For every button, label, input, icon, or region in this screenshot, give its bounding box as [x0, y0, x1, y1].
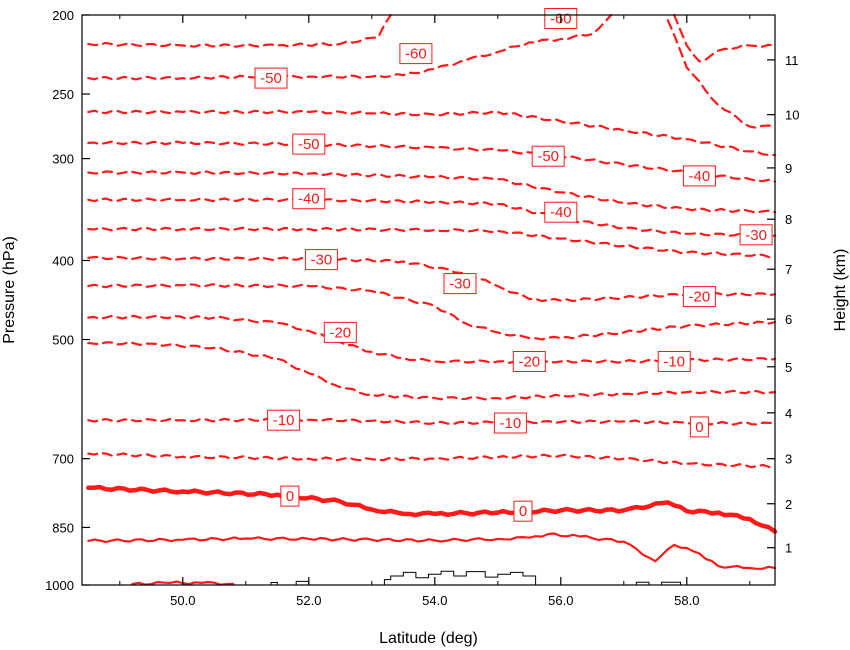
contour-label: -40	[689, 168, 711, 185]
terrain-step-1	[270, 570, 537, 586]
contour-line-minus5	[87, 451, 777, 469]
contour-label-box	[399, 43, 433, 65]
plot-border	[81, 14, 776, 586]
contour-line-minus10	[87, 417, 777, 426]
x-tick-label: 50.0	[170, 593, 195, 608]
x-tick-label: 52.0	[296, 593, 321, 608]
y-axis-label-right: Height (km)	[832, 249, 849, 332]
y-right-tick-label: 2	[785, 497, 792, 512]
plot-background	[82, 15, 775, 585]
y-tick-label: 500	[52, 333, 74, 348]
contour-label: -10	[663, 354, 685, 371]
contour-label-box	[443, 273, 477, 295]
contour-label-box	[280, 485, 300, 507]
contour-label: 0	[519, 503, 527, 520]
contour-label: -60	[405, 46, 427, 63]
contour-label: -10	[273, 412, 295, 429]
contour-line-minus60	[666, 19, 777, 129]
y-tick-label: 1000	[45, 578, 74, 593]
contour-label-box	[512, 351, 546, 372]
axis-ticks: 50.0 52.0 54.0 56.0 58.020025030040050070085…	[45, 8, 799, 608]
contour-label: -20	[689, 289, 711, 306]
plot-frame	[81, 14, 776, 586]
contour-label: -30	[745, 227, 767, 244]
contour-label-box	[323, 321, 357, 343]
contour-label: -50	[537, 148, 559, 165]
x-tick-label: 54.0	[422, 593, 447, 608]
contour-label-box	[544, 201, 578, 223]
y-right-tick-label: 1	[785, 541, 792, 556]
y-right-tick-label: 5	[785, 360, 792, 375]
contour-label: -30	[449, 276, 471, 293]
contour-line-minus45	[87, 170, 777, 214]
contour-label: -40	[550, 204, 572, 221]
contour-labels: -60-60-50-50-50-40-40-40-30-30-30-20-20-…	[254, 8, 773, 522]
y-tick-label: 850	[52, 520, 74, 535]
contour-label-box	[657, 351, 691, 372]
contour-line-5	[87, 532, 777, 570]
contour-label-box	[292, 133, 326, 155]
x-tick-label: 56.0	[548, 593, 573, 608]
y-right-tick-label: 10	[785, 108, 799, 123]
contour-label: -40	[298, 191, 320, 208]
contour-label: -50	[298, 136, 320, 153]
contour-label: 0	[695, 419, 703, 436]
contour-line-0	[86, 484, 778, 534]
contour-line-minus25	[87, 283, 777, 341]
y-right-tick-label: 4	[785, 406, 792, 421]
contour-line-minus35	[87, 226, 777, 259]
contour-label-box	[254, 67, 288, 89]
contour-label-box	[513, 500, 533, 522]
y-tick-label: 250	[52, 87, 74, 102]
contour-label-box	[493, 412, 527, 434]
y-right-tick-label: 6	[785, 312, 792, 327]
contour-label: 0	[286, 488, 294, 505]
contour-line-minus40	[87, 197, 777, 238]
contour-line-minus55	[87, 109, 777, 157]
y-right-tick-label: 9	[785, 161, 792, 176]
contour-label-box	[267, 409, 301, 431]
y-right-tick-label: 7	[785, 262, 792, 277]
contour-label: -20	[329, 324, 351, 341]
y-tick-label: 300	[52, 152, 74, 167]
y-right-tick-label: 3	[785, 452, 792, 467]
contour-lines	[86, 13, 778, 586]
contour-label: -20	[518, 354, 540, 371]
y-tick-label: 700	[52, 452, 74, 467]
contour-line-minus30	[87, 255, 777, 303]
plot-area	[82, 15, 775, 585]
x-tick-label: 58.0	[674, 593, 699, 608]
contour-label-box	[531, 145, 565, 167]
y-tick-label: 400	[52, 253, 74, 268]
contour-line-minus15	[87, 341, 777, 401]
x-axis-label: Latitude (deg)	[379, 630, 478, 647]
contour-line-minus65	[87, 13, 392, 48]
contour-line-minus60	[673, 13, 777, 63]
y-right-tick-label: 8	[785, 212, 792, 227]
contour-label-box	[304, 249, 338, 271]
contour-line-minus50	[87, 140, 777, 183]
contour-line-minus60	[87, 13, 613, 81]
contour-label-box	[689, 416, 709, 438]
contour-label: -10	[500, 415, 522, 432]
contour-label: -50	[260, 70, 282, 87]
y-right-tick-label: 11	[785, 53, 799, 68]
contour-label-box	[292, 188, 326, 210]
contour-label-box	[682, 165, 716, 187]
y-tick-label: 200	[52, 8, 74, 23]
contour-label-box	[739, 224, 773, 246]
y-axis-label-left: Pressure (hPa)	[1, 236, 18, 344]
contour-label: -30	[311, 252, 333, 269]
contour-label-box	[682, 286, 716, 308]
